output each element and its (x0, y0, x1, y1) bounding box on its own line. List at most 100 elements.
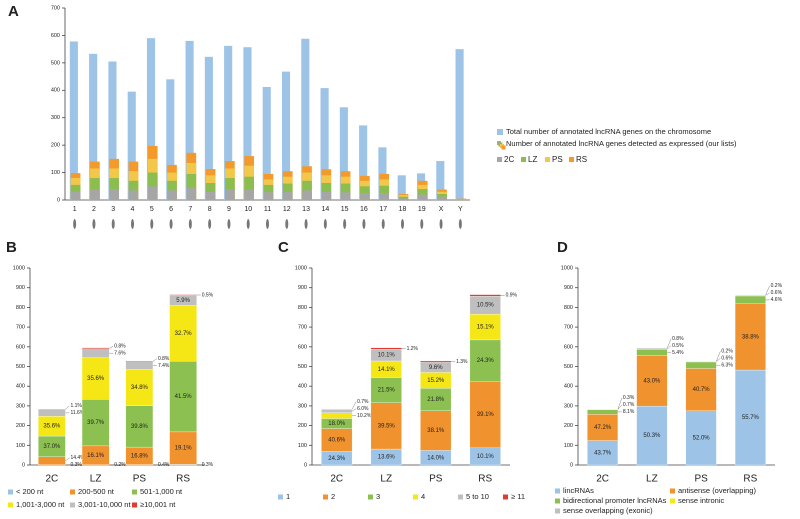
bar (436, 161, 445, 200)
bar-segment (169, 305, 197, 362)
bar-segment (469, 339, 501, 382)
data-label: 13.6% (378, 455, 396, 461)
bar-segment (420, 410, 452, 451)
bar-segment (636, 347, 668, 349)
leader-line (667, 345, 672, 350)
x-tick-label: 11 (264, 206, 271, 213)
leader-line (65, 405, 70, 410)
data-label: 5.9% (176, 298, 190, 304)
bar-segment (734, 295, 766, 305)
data-label: 43.7% (594, 450, 612, 456)
bar (339, 107, 348, 200)
legend-label: antisense (overlapping) (678, 486, 756, 495)
legend-label: sense overlapping (exonic) (563, 506, 653, 515)
legend-swatch (8, 489, 13, 495)
legend-swatch (555, 498, 560, 504)
data-label: 16.8% (131, 453, 149, 459)
legend-swatch (569, 157, 574, 162)
x-tick-label: LZ (90, 474, 102, 485)
panel-label: B (6, 239, 17, 256)
y-tick-label: 500 (298, 364, 307, 370)
bar (205, 191, 216, 200)
bar (128, 190, 139, 200)
y-tick-label: 500 (16, 364, 25, 370)
data-label: 38.8% (742, 335, 760, 341)
panel-label: D (557, 239, 568, 256)
bar-segment (734, 303, 766, 371)
data-label: 8.1% (623, 409, 635, 415)
bar-segment (81, 347, 110, 349)
data-label: 47.2% (594, 425, 612, 431)
chromosome-icon (92, 219, 96, 229)
legend-swatch (521, 157, 526, 162)
data-label: 41.5% (175, 394, 193, 400)
x-tick-label: 2C (330, 474, 343, 485)
y-tick-label: 400 (16, 384, 25, 390)
x-tick-label: RS (743, 474, 757, 485)
x-tick-label: 12 (283, 206, 291, 213)
data-label: 10.2% (357, 413, 372, 419)
data-label: 5.4% (672, 350, 684, 356)
bar (204, 56, 213, 200)
bar-segment (469, 313, 501, 341)
chromosome-icon (323, 219, 327, 229)
y-tick-label: 500 (564, 364, 573, 370)
x-tick-label: 16 (360, 206, 368, 213)
bar (321, 182, 332, 200)
y-tick-label: 300 (564, 403, 573, 409)
bar-segment (169, 361, 197, 433)
data-label: 0.2% (771, 283, 783, 289)
x-tick-label: 5 (150, 206, 154, 213)
data-label: 0.6% (721, 356, 733, 362)
data-label: 52.0% (693, 435, 711, 441)
data-label: 18.0% (328, 421, 346, 427)
legend-label: RS (576, 155, 587, 164)
bar-segment (734, 369, 766, 466)
legend-swatch (545, 157, 550, 162)
bar-segment (587, 414, 619, 441)
bar (225, 189, 235, 200)
data-label: 6.3% (721, 363, 733, 369)
data-label: 0.9% (506, 293, 518, 299)
chromosome-icon (458, 219, 462, 229)
bar (90, 189, 100, 200)
data-label: 0.4% (158, 462, 170, 468)
data-label: 21.5% (378, 388, 396, 394)
y-tick-label: 700 (564, 325, 573, 331)
y-tick-label: 200 (564, 423, 573, 429)
data-label: 19.1% (175, 446, 193, 452)
bar-segment (587, 440, 619, 466)
data-label: 15.1% (477, 325, 495, 331)
bar (417, 194, 428, 200)
legend-swatch (670, 498, 675, 504)
y-tick-label: 0 (304, 462, 307, 468)
bar-segment (125, 405, 154, 448)
chromosome-icon (420, 219, 424, 229)
data-label: 55.7% (742, 415, 760, 421)
bar (244, 189, 254, 200)
chromosome-icon (343, 219, 347, 229)
panel-label: C (278, 239, 289, 256)
data-label: 37.0% (43, 444, 61, 450)
bar (224, 45, 233, 201)
data-label: 15.2% (427, 378, 445, 384)
x-tick-label: 1 (73, 206, 77, 213)
bar-segment (169, 431, 197, 465)
chromosome-icon (131, 219, 134, 229)
data-label: 7.6% (114, 351, 126, 357)
legend-label: sense intronic (678, 496, 725, 505)
leader-line (351, 408, 357, 412)
legend-swatch (555, 488, 560, 494)
leader-line (765, 285, 770, 295)
x-tick-label: 6 (169, 206, 173, 213)
data-label: 39.1% (477, 412, 495, 418)
data-label: 0.2% (721, 349, 733, 355)
bar-segment (587, 409, 619, 415)
leader-line (152, 358, 158, 362)
bar (186, 173, 197, 200)
legend-swatch (70, 489, 75, 495)
bar (186, 187, 197, 200)
bar (359, 125, 368, 200)
chromosome-icon (362, 219, 366, 229)
leader-line (617, 404, 623, 410)
